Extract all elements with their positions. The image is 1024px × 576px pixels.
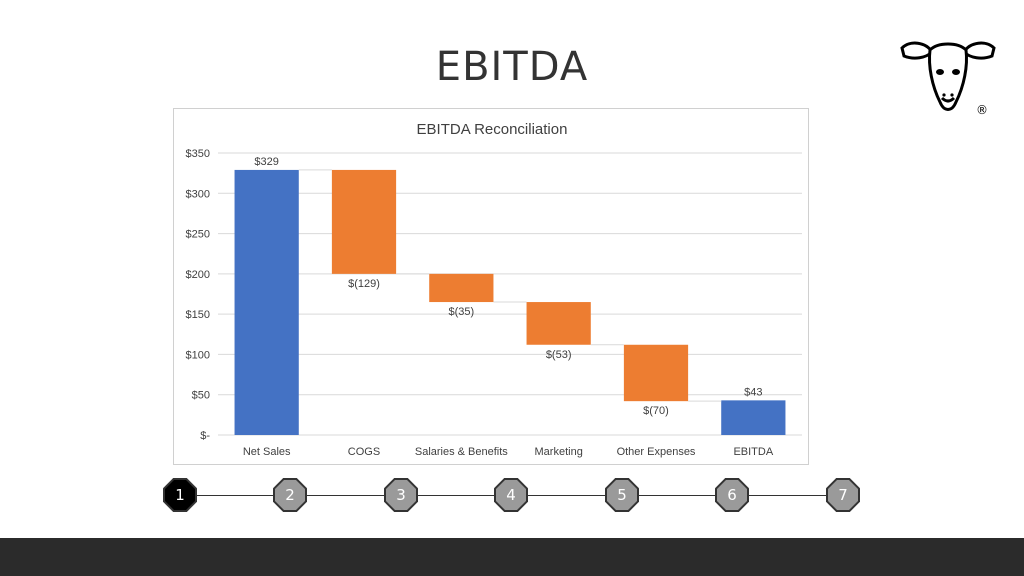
registered-mark: ® (976, 103, 988, 117)
data-label: $(35) (448, 306, 474, 318)
x-category-label: Other Expenses (617, 446, 696, 458)
x-category-label: COGS (348, 446, 380, 458)
slide-title: EBITDA (435, 44, 589, 90)
y-tick-label: $- (200, 430, 210, 442)
bar-cogs (331, 169, 397, 274)
y-tick-label: $50 (192, 390, 210, 402)
y-tick-label: $350 (186, 148, 210, 160)
y-tick-label: $100 (186, 349, 210, 361)
bar-marketing (526, 302, 591, 345)
pager-step-3[interactable]: 3 (384, 478, 418, 512)
bar-net-sales (234, 169, 299, 436)
data-label: $(129) (348, 278, 380, 290)
x-category-label: EBITDA (733, 446, 773, 458)
pager-step-7[interactable]: 7 (826, 478, 860, 512)
slide-pager: 1 2 3 4 5 6 7 (0, 474, 1024, 518)
pager-step-label: 1 (165, 480, 195, 510)
pager-step-label: 4 (496, 480, 526, 510)
pager-step-label: 2 (275, 480, 305, 510)
data-label: $(53) (546, 349, 572, 361)
y-tick-label: $200 (186, 269, 210, 281)
bar-salaries-benefits (429, 273, 494, 303)
x-category-label: Marketing (535, 446, 583, 458)
footer-bar (0, 538, 1024, 576)
bar-other-expenses (623, 344, 689, 402)
y-tick-label: $250 (186, 229, 210, 241)
pager-step-6[interactable]: 6 (715, 478, 749, 512)
data-label: $329 (254, 156, 278, 168)
pager-step-2[interactable]: 2 (273, 478, 307, 512)
x-category-label: Salaries & Benefits (415, 446, 508, 458)
chart-frame: EBITDA Reconciliation $- $50 $100 $150 $200 $2… (173, 108, 809, 465)
chart-title: EBITDA Reconciliation (417, 121, 568, 138)
pager-step-label: 6 (717, 480, 747, 510)
sheep-head-icon: ® (900, 41, 996, 117)
data-label: $43 (744, 386, 762, 398)
pager-step-label: 5 (607, 480, 637, 510)
pager-step-label: 7 (828, 480, 858, 510)
y-tick-label: $150 (186, 309, 210, 321)
data-label: $(70) (643, 405, 669, 417)
waterfall-chart: EBITDA Reconciliation $- $50 $100 $150 $200 $2… (186, 121, 802, 458)
x-category-label: Net Sales (243, 446, 291, 458)
pager-step-1[interactable]: 1 (163, 478, 197, 512)
pager-step-4[interactable]: 4 (494, 478, 528, 512)
y-tick-label: $300 (186, 188, 210, 200)
pager-step-label: 3 (386, 480, 416, 510)
pager-step-5[interactable]: 5 (605, 478, 639, 512)
bar-ebitda (721, 400, 786, 435)
